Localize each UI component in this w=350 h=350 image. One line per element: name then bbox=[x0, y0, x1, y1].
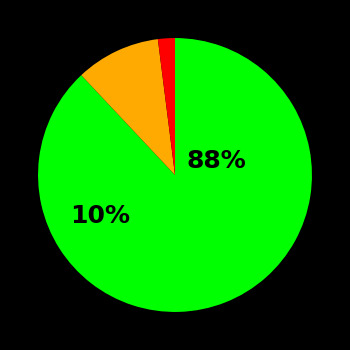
Text: 10%: 10% bbox=[70, 204, 130, 228]
Wedge shape bbox=[158, 38, 175, 175]
Text: 88%: 88% bbox=[186, 149, 246, 173]
Wedge shape bbox=[81, 39, 175, 175]
Wedge shape bbox=[38, 38, 312, 312]
